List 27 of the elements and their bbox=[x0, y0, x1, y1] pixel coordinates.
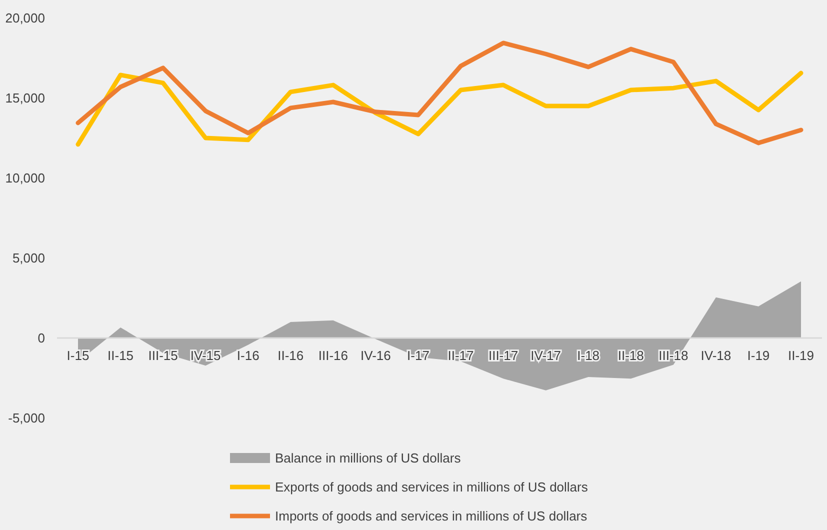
y-tick-label: 15,000 bbox=[5, 90, 45, 106]
x-tick-label: III-16 bbox=[318, 348, 348, 363]
x-tick-label: II-18 bbox=[618, 348, 644, 363]
x-tick-label: IV-16 bbox=[360, 348, 391, 363]
y-tick-label: 20,000 bbox=[5, 10, 45, 26]
y-tick-label: -5,000 bbox=[8, 410, 45, 426]
y-tick-label: 10,000 bbox=[5, 170, 45, 186]
legend-label: Balance in millions of US dollars bbox=[275, 450, 462, 466]
x-tick-label: IV-15 bbox=[190, 348, 221, 363]
legend-label: Imports of goods and services in millions of US dollars bbox=[275, 508, 588, 524]
x-tick-label: II-16 bbox=[278, 348, 304, 363]
x-tick-label: I-16 bbox=[236, 348, 260, 363]
x-tick-label: I-18 bbox=[577, 348, 600, 363]
line-series bbox=[76, 70, 804, 147]
x-tick-label: I-15 bbox=[66, 348, 90, 363]
x-tick-label: II-17 bbox=[448, 348, 474, 363]
x-tick-label: III-15 bbox=[148, 348, 178, 363]
legend-label: Exports of goods and services in millions of US dollars bbox=[275, 480, 588, 495]
y-tick-label: 0 bbox=[38, 330, 45, 346]
y-tick-label: 5,000 bbox=[12, 250, 45, 266]
x-tick-label: I-19 bbox=[747, 348, 770, 363]
line-series bbox=[76, 40, 804, 146]
x-tick-label: III-17 bbox=[488, 348, 518, 363]
x-tick-label: IV-18 bbox=[700, 348, 732, 363]
x-tick-label: II-19 bbox=[788, 348, 814, 363]
x-tick-label: II-15 bbox=[108, 348, 134, 363]
x-tick-label: IV-17 bbox=[530, 348, 562, 363]
